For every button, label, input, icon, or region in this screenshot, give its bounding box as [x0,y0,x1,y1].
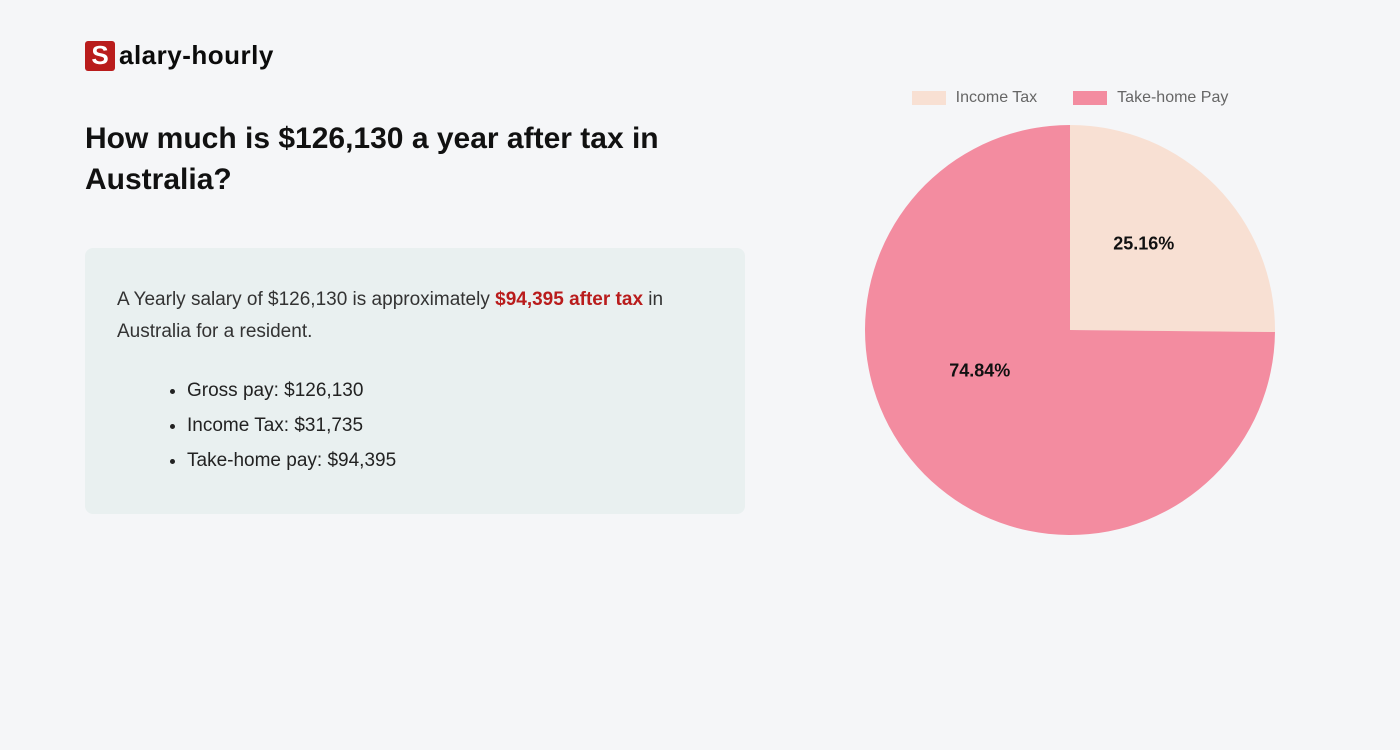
chart-column: Income Tax Take-home Pay 25.16% 74.84% [825,89,1315,535]
pie-chart: 25.16% 74.84% [865,125,1275,535]
legend-swatch-icon [1073,91,1107,105]
summary-card: A Yearly salary of $126,130 is approxima… [85,248,745,514]
list-item: Take-home pay: $94,395 [187,443,705,478]
site-logo: S alary-hourly [85,40,1315,71]
pie-slice-label: 25.16% [1113,233,1174,254]
logo-badge-icon: S [85,41,115,71]
legend-item-take-home: Take-home Pay [1073,89,1228,107]
logo-text: alary-hourly [119,40,274,71]
left-column: How much is $126,130 a year after tax in… [85,119,745,535]
summary-highlight: $94,395 after tax [495,289,643,310]
legend-item-income-tax: Income Tax [912,89,1038,107]
list-item: Income Tax: $31,735 [187,408,705,443]
page-title: How much is $126,130 a year after tax in… [85,119,745,200]
summary-paragraph: A Yearly salary of $126,130 is approxima… [117,284,705,349]
pie-svg [865,125,1275,535]
legend-label: Take-home Pay [1117,89,1228,107]
page-container: S alary-hourly How much is $126,130 a ye… [0,0,1400,575]
legend-label: Income Tax [956,89,1038,107]
list-item: Gross pay: $126,130 [187,373,705,408]
pie-slice-label: 74.84% [949,361,1010,382]
chart-legend: Income Tax Take-home Pay [912,89,1229,107]
breakdown-list: Gross pay: $126,130 Income Tax: $31,735 … [117,373,705,478]
main-row: How much is $126,130 a year after tax in… [85,119,1315,535]
legend-swatch-icon [912,91,946,105]
summary-text-before: A Yearly salary of $126,130 is approxima… [117,289,495,310]
